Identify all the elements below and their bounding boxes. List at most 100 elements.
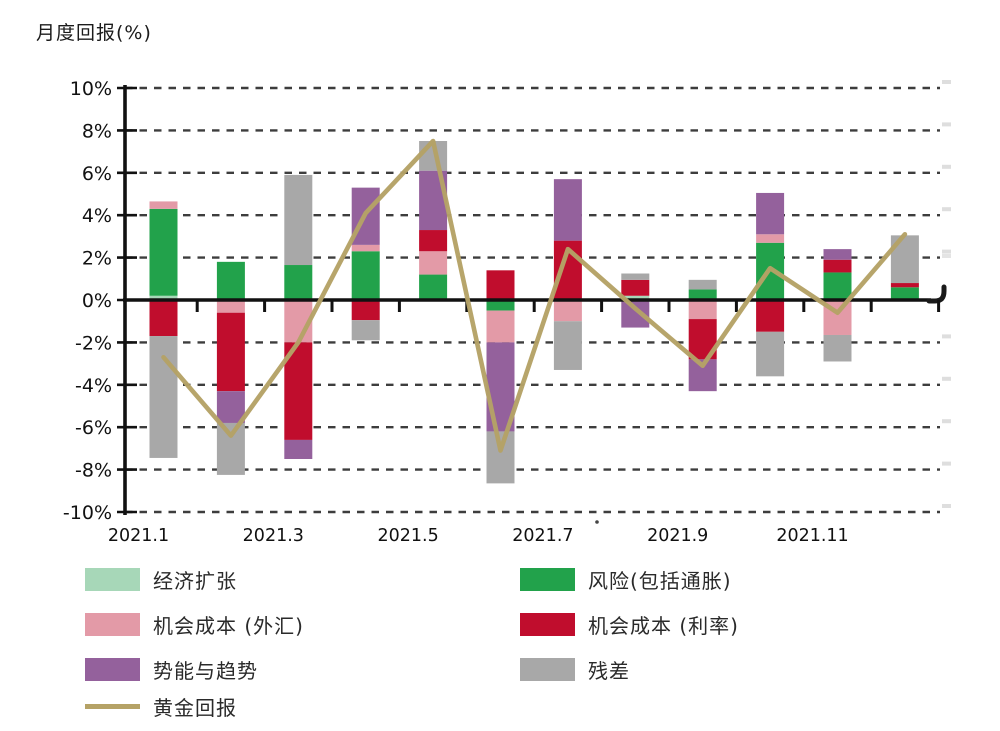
bar-segment-2021.5-opp_fx (419, 251, 448, 275)
risk-label: 风险(包括通胀) (588, 568, 732, 593)
edge-artifact (942, 419, 951, 424)
gold-return-label: 黄金回报 (153, 695, 237, 720)
bar-segment-2021.8-opp_rates (621, 279, 650, 296)
edge-artifact (942, 249, 951, 254)
bar-segment-2021.7-residual (553, 321, 582, 370)
bar-segment-2021.7-momentum (553, 179, 582, 241)
y-tick-label: 10% (70, 78, 112, 100)
bar-segment-2021.8-momentum (621, 300, 650, 328)
bar-segment-2021.9-risk (688, 289, 717, 300)
bar-segment-2021.6-residual (486, 431, 515, 484)
legend-item-momentum: 势能与趋势 (85, 657, 258, 683)
axis-end-hook (926, 284, 947, 304)
x-tick-label: 2021.7 (512, 526, 573, 546)
opp-rates-label: 机会成本 (利率) (588, 613, 739, 638)
opp-rates-swatch (520, 612, 575, 636)
residual-label: 残差 (588, 658, 630, 683)
edge-artifact (942, 376, 951, 381)
bar-segment-2021.3-residual (284, 174, 313, 266)
edge-artifact (942, 80, 951, 84)
edge-artifact (942, 122, 951, 127)
bar-segment-2021.2-opp_rates (216, 312, 245, 392)
bar-segment-2021.11-momentum (823, 249, 852, 260)
bar-segment-2021.1-opp_fx (149, 201, 178, 209)
bar-segment-2021.5-opp_rates (419, 230, 448, 252)
opp-fx-swatch (85, 612, 140, 636)
bar-segment-2021.3-momentum (284, 439, 313, 459)
y-tick-label: -8% (75, 460, 112, 482)
momentum-swatch (85, 657, 140, 681)
bar-segment-2021.8-expansion (621, 295, 650, 300)
y-tick-label: -6% (75, 417, 112, 439)
bar-segment-2021.1-residual (149, 336, 178, 458)
speck-artifact (595, 520, 599, 524)
momentum-label: 势能与趋势 (153, 658, 258, 683)
legend-item-expansion: 经济扩张 (85, 567, 237, 593)
edge-artifact (942, 461, 951, 466)
y-tick-label: 6% (82, 163, 112, 185)
legend-item-residual: 残差 (520, 657, 630, 683)
legend-item-gold-return: 黄金回报 (85, 694, 237, 720)
risk-swatch (520, 567, 575, 591)
bar-segment-2021.6-opp_rates (486, 270, 515, 300)
expansion-label: 经济扩张 (153, 568, 237, 593)
legend-item-opp-rates: 机会成本 (利率) (520, 612, 739, 638)
bar-segment-2021.11-residual (823, 334, 852, 362)
bar-segment-2021.9-residual (688, 279, 717, 290)
bar-segment-2021.6-opp_fx (486, 310, 515, 343)
legend-item-risk: 风险(包括通胀) (520, 567, 732, 593)
edge-artifact (942, 504, 951, 508)
bar-segment-2021.3-risk (284, 265, 313, 300)
gold-return-line-swatch-wrap (85, 695, 140, 718)
bar-segment-2021.4-risk (351, 251, 380, 300)
legend-item-opp-fx: 机会成本 (外汇) (85, 612, 304, 638)
y-tick-label: -4% (75, 375, 112, 397)
bar-segment-2021.1-expansion (149, 295, 178, 300)
x-tick-label: 2021.3 (243, 526, 304, 546)
bar-segment-2021.2-opp_fx (216, 300, 245, 313)
bar-segment-2021.7-opp_fx (553, 300, 582, 322)
bar-segment-2021.1-risk (149, 208, 178, 296)
edge-artifact (942, 334, 951, 339)
bar-segment-2021.4-residual (351, 320, 380, 341)
bar-segment-2021.11-opp_rates (823, 259, 852, 273)
chart-title: 月度回报(%) (36, 22, 152, 44)
y-tick-label: 0% (82, 290, 112, 312)
gold-return-line-swatch (85, 703, 140, 709)
x-tick-label: 2021.11 (776, 526, 848, 546)
bar-segment-2021.9-opp_fx (688, 300, 717, 320)
bar-segment-2021.12-opp_rates (890, 283, 919, 288)
gold-return-line (161, 138, 908, 453)
bar-segment-2021.2-risk (216, 261, 245, 300)
bar-segment-2021.4-opp_rates (351, 300, 380, 321)
y-tick-label: 4% (82, 205, 112, 227)
y-tick-label: -10% (63, 502, 112, 524)
bar-segment-2021.11-risk (823, 272, 852, 300)
y-tick-label: -2% (75, 332, 112, 354)
bar-segment-2021.2-residual (216, 422, 245, 475)
y-tick-label: 8% (82, 120, 112, 142)
bar-segment-2021.10-momentum (756, 192, 785, 235)
residual-swatch (520, 657, 575, 681)
bar-segment-2021.10-opp_rates (756, 300, 785, 332)
x-tick-label: 2021.9 (647, 526, 708, 546)
bar-segment-2021.8-residual (621, 273, 650, 280)
bar-segment-2021.12-risk (890, 287, 919, 300)
chart-plot: 10% 8% 6% 4% 2% 0% -2% -4% -6% -8% -10%2021.1 2021.… (63, 78, 951, 546)
bar-segment-2021.10-opp_fx (756, 234, 785, 243)
edge-artifact (942, 207, 951, 212)
bar-segment-2021.10-residual (756, 331, 785, 377)
x-tick-label: 2021.1 (108, 526, 169, 546)
edge-artifact (942, 254, 951, 258)
bar-segment-2021.5-risk (419, 274, 448, 300)
y-tick-label: 2% (82, 248, 112, 270)
expansion-swatch (85, 567, 140, 591)
bar-segment-2021.4-opp_fx (351, 244, 380, 252)
bar-segment-2021.6-risk (486, 300, 515, 311)
edge-artifact (942, 164, 951, 169)
x-tick-label: 2021.5 (377, 526, 438, 546)
bar-segment-2021.2-momentum (216, 391, 245, 423)
bar-segment-2021.1-opp_rates (149, 300, 178, 337)
opp-fx-label: 机会成本 (外汇) (153, 613, 304, 638)
